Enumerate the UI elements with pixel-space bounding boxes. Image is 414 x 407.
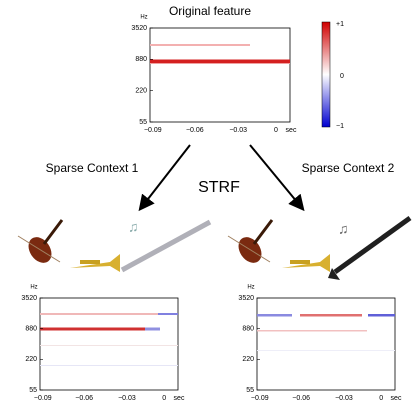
arrow (249, 144, 305, 212)
stripe (150, 44, 250, 46)
stripe (257, 314, 292, 317)
axis-unit: sec (286, 127, 297, 134)
y-tick-label: 220 (135, 88, 147, 95)
x-tick-label: 0 (274, 127, 278, 134)
stripe (40, 365, 178, 366)
plot-frame (149, 27, 291, 123)
x-tick-label: 0 (162, 395, 166, 402)
y-tick-label: 3520 (238, 295, 254, 302)
x-tick-label: −0.06 (292, 395, 310, 402)
x-tick-label: −0.09 (144, 127, 162, 134)
x-tick-label: −0.03 (229, 127, 247, 134)
svg-text:♫: ♫ (338, 221, 349, 237)
y-tick-label: 880 (25, 326, 37, 333)
trumpet-icon (70, 254, 120, 272)
arrow (138, 144, 191, 212)
center-label: STRF (198, 179, 240, 196)
axis-unit: Hz (30, 285, 37, 291)
stripe (257, 350, 395, 351)
stripe (40, 327, 145, 331)
violin-icon (17, 219, 64, 263)
y-tick-label: 220 (25, 356, 37, 363)
colorbar-tick: 0 (340, 73, 344, 80)
x-tick-label: −0.09 (34, 395, 52, 402)
axis-unit: sec (174, 395, 185, 402)
x-tick-label: −0.09 (251, 395, 269, 402)
colorbar (321, 21, 331, 128)
y-tick-label: 55 (29, 387, 37, 394)
x-tick-label: −0.03 (335, 395, 353, 402)
y-tick-label: 880 (242, 326, 254, 333)
y-tick-label: 220 (242, 356, 254, 363)
x-tick-label: −0.06 (75, 395, 93, 402)
trumpet-icon (282, 254, 330, 272)
violin-icon (227, 219, 274, 263)
stripe (158, 313, 178, 315)
panel-title: Original feature (169, 4, 251, 18)
stripe (300, 314, 362, 317)
svg-text:♫: ♫ (128, 219, 139, 235)
clarinet-icon: ♫ (328, 215, 412, 280)
y-tick-label: 55 (139, 119, 147, 126)
y-tick-label: 3520 (21, 295, 37, 302)
stripe (145, 327, 160, 331)
flute-icon: ♫ (120, 219, 212, 273)
arrow-label: Sparse Context 2 (302, 161, 395, 175)
colorbar-tick: −1 (336, 123, 344, 130)
colorbar-tick: +1 (336, 21, 344, 28)
stripe (368, 314, 395, 317)
arrow-label: Sparse Context 1 (46, 161, 139, 175)
axis-unit: Hz (247, 285, 254, 291)
x-tick-label: −0.06 (186, 127, 204, 134)
plot-frame (39, 297, 179, 391)
stripe (150, 63, 290, 64)
y-tick-label: 55 (246, 387, 254, 394)
stripe (150, 59, 290, 63)
plot-frame (256, 297, 396, 391)
stripe (257, 330, 367, 332)
stripe (40, 345, 178, 346)
x-tick-label: 0 (379, 395, 383, 402)
y-tick-label: 3520 (131, 25, 147, 32)
y-tick-label: 880 (135, 56, 147, 63)
axis-unit: Hz (140, 15, 147, 21)
axis-unit: sec (391, 395, 402, 402)
x-tick-label: −0.03 (118, 395, 136, 402)
stripe (40, 313, 160, 315)
